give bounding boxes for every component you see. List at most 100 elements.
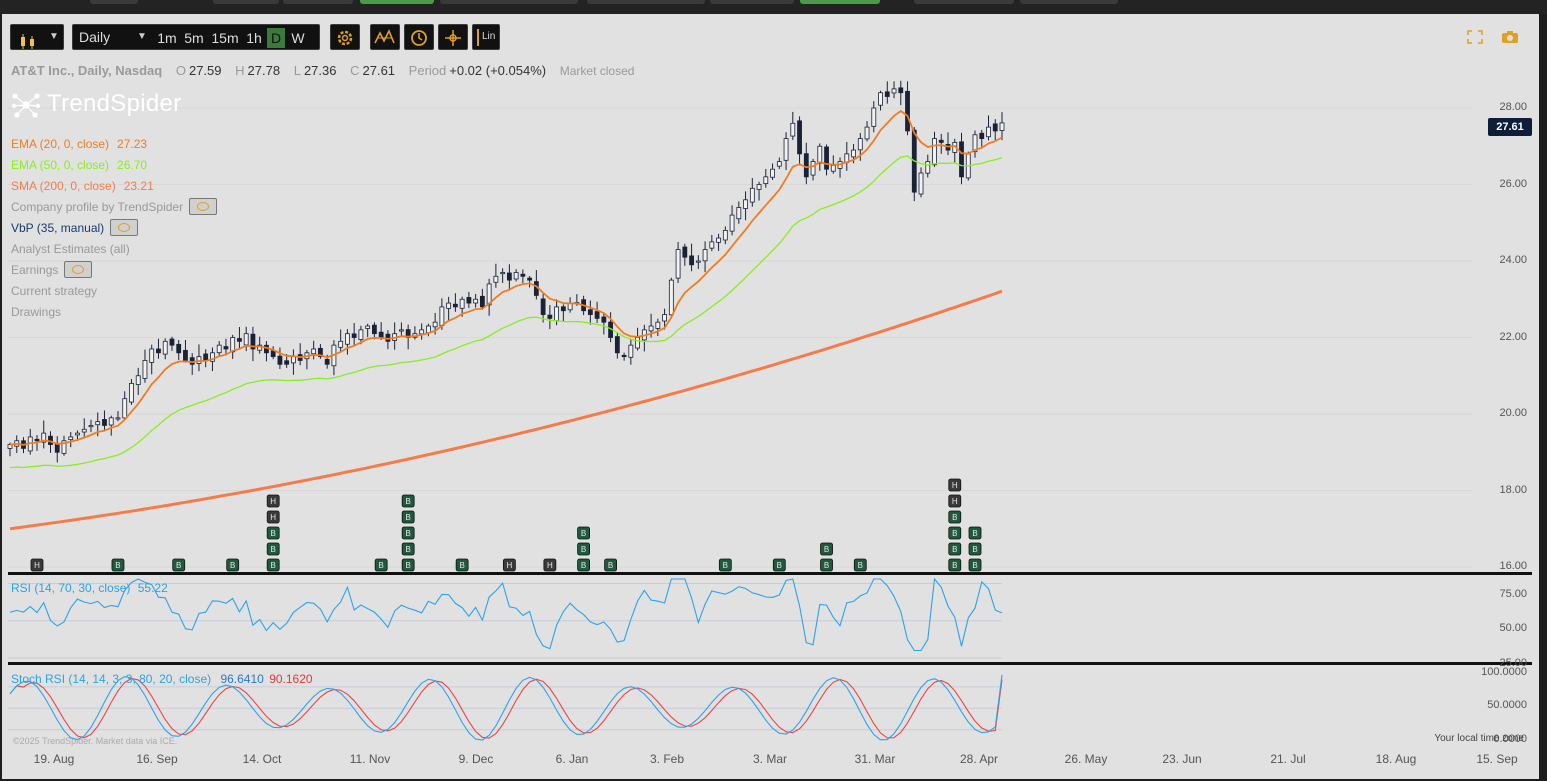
top-tab[interactable] <box>587 0 705 4</box>
candle-body <box>365 325 371 329</box>
signal-marker-label: B <box>405 529 410 538</box>
signal-marker-label: H <box>34 561 40 570</box>
candle-body <box>473 298 479 304</box>
signal-marker <box>401 526 415 540</box>
candle-body <box>237 338 242 342</box>
candle-body <box>999 122 1005 131</box>
camera-icon[interactable] <box>1501 30 1519 49</box>
indicator-label: Analyst Estimates (all) <box>11 242 130 256</box>
stoch-legend: Stoch RSI (14, 14, 3, 3, 80, 20, close) … <box>11 672 313 686</box>
candle-body <box>41 432 47 443</box>
candle-body <box>135 375 141 385</box>
indicator-label: EMA (20, 0, close) <box>11 137 110 151</box>
candle-body <box>540 298 546 315</box>
eye-icon[interactable] <box>189 198 218 216</box>
indicator-row[interactable]: VbP (35, manual) <box>11 219 217 241</box>
indicator-row[interactable]: SMA (200, 0, close) 23.21 <box>11 178 217 199</box>
candle-body <box>372 324 377 335</box>
timeframe-1h[interactable]: 1h <box>246 30 262 46</box>
top-tab[interactable] <box>440 0 578 4</box>
stoch-d-value: 90.1620 <box>269 672 313 686</box>
signal-marker <box>266 510 280 524</box>
indicator-row[interactable]: EMA (20, 0, close) 27.23 <box>11 136 217 157</box>
candle-body <box>979 132 985 140</box>
timeframe-w[interactable]: W <box>291 30 305 46</box>
eye-icon[interactable] <box>110 219 139 237</box>
candle-body <box>108 417 114 426</box>
clock-button[interactable] <box>404 24 434 50</box>
candle-body <box>81 428 87 433</box>
indicator-row[interactable]: Earnings <box>11 261 217 283</box>
signal-marker-label: B <box>824 561 829 570</box>
candle-body <box>432 321 438 328</box>
timeframe-5m[interactable]: 5m <box>184 30 204 46</box>
last-price-tag: 27.61 <box>1488 118 1532 136</box>
signal-marker <box>401 542 415 556</box>
stoch-k-value: 96.6410 <box>220 672 264 686</box>
indicator-row[interactable]: Analyst Estimates (all) <box>11 241 217 262</box>
candle-body <box>358 329 364 340</box>
signal-marker-label: B <box>459 561 464 570</box>
indicator-row[interactable]: EMA (50, 0, close) 26.70 <box>11 157 217 178</box>
indicator-row[interactable]: Drawings <box>11 304 217 325</box>
scale-button[interactable]: Lin <box>472 24 500 50</box>
top-tab[interactable] <box>914 0 1014 4</box>
top-tab-active[interactable] <box>360 0 434 4</box>
pattern-tool-button[interactable] <box>370 24 400 50</box>
candle-body <box>88 425 94 428</box>
top-tab[interactable] <box>213 0 279 4</box>
top-tab[interactable] <box>710 0 794 4</box>
candle-body <box>446 302 452 309</box>
pattern-icon <box>371 29 399 47</box>
period-change: +0.02 (+0.054%) <box>449 63 547 78</box>
scale-icon <box>477 29 479 46</box>
panel-divider[interactable] <box>8 572 1532 575</box>
indicator-label: VbP (35, manual) <box>11 221 105 235</box>
chart-type-button[interactable]: ▼ <box>10 24 64 50</box>
candle-body <box>864 126 870 140</box>
panel-divider[interactable] <box>8 662 1532 665</box>
candle-body <box>419 329 425 335</box>
candle-body <box>628 344 634 358</box>
timeframe-select[interactable]: Daily ▼ <box>73 25 153 49</box>
timeframe-d[interactable]: D <box>267 28 285 48</box>
candle-body <box>972 134 978 153</box>
signal-marker <box>718 558 732 572</box>
candle-body <box>938 139 944 143</box>
top-tab[interactable] <box>283 0 353 4</box>
signal-marker-label: H <box>270 497 276 506</box>
top-tab[interactable] <box>1020 0 1118 4</box>
indicator-row[interactable]: Current strategy <box>11 283 217 304</box>
time-tick-label: 21. Jul <box>1270 752 1306 766</box>
candle-body <box>810 161 816 176</box>
timeframe-1m[interactable]: 1m <box>157 30 177 46</box>
candle-body <box>338 340 344 348</box>
eye-icon[interactable] <box>64 261 93 279</box>
signal-marker-label: B <box>405 561 410 570</box>
candle-body <box>54 443 60 453</box>
top-tab-active[interactable] <box>800 0 880 4</box>
candle-body <box>291 356 296 364</box>
signal-marker-label: B <box>271 561 276 570</box>
candle-body <box>183 349 188 361</box>
timeframe-15m[interactable]: 15m <box>211 30 239 46</box>
candle-body <box>102 419 107 426</box>
settings-button[interactable] <box>330 24 360 50</box>
fullscreen-icon[interactable] <box>1466 30 1483 49</box>
candle-body <box>486 283 492 306</box>
signal-marker-label: B <box>115 561 120 570</box>
candle-body <box>797 120 802 155</box>
candle-body <box>770 168 775 178</box>
signal-marker-label: H <box>506 561 512 570</box>
indicator-row[interactable]: Company profile by TrendSpider <box>11 198 218 220</box>
signal-marker <box>401 558 415 572</box>
crosshair-button[interactable] <box>438 24 468 50</box>
candle-body <box>668 279 674 316</box>
candle-body <box>554 306 560 322</box>
signal-marker-label: B <box>952 513 957 522</box>
signal-marker <box>948 478 962 492</box>
top-tab[interactable] <box>90 0 138 4</box>
candle-body <box>547 314 553 319</box>
candle-body <box>270 350 276 358</box>
